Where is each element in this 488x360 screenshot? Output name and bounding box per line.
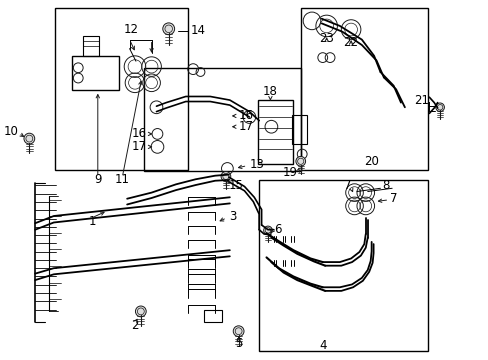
Text: 17: 17 [238, 120, 253, 133]
Circle shape [163, 23, 174, 35]
Bar [292, 115, 306, 144]
Circle shape [295, 157, 305, 166]
Text: 13: 13 [249, 158, 264, 171]
Circle shape [233, 326, 244, 337]
Text: 2: 2 [130, 319, 138, 332]
Text: 6: 6 [273, 223, 281, 236]
Bar [144, 68, 300, 171]
Text: 22: 22 [343, 36, 358, 49]
Text: 21: 21 [413, 94, 428, 107]
Circle shape [435, 103, 444, 112]
Bar [259, 180, 427, 351]
Text: 16: 16 [238, 109, 253, 122]
Bar [72, 56, 119, 90]
Text: 9: 9 [94, 174, 102, 186]
Text: 3: 3 [228, 210, 236, 223]
Text: 16: 16 [131, 127, 146, 140]
Circle shape [135, 306, 146, 317]
Text: 11: 11 [115, 174, 129, 186]
Text: 8: 8 [382, 179, 389, 192]
Circle shape [263, 226, 272, 235]
Text: 20: 20 [364, 155, 378, 168]
Text: 18: 18 [263, 85, 277, 98]
Circle shape [24, 133, 35, 144]
Text: 12: 12 [123, 23, 138, 36]
Text: 4: 4 [318, 339, 326, 352]
Circle shape [221, 172, 230, 181]
Bar [83, 36, 99, 56]
Text: 7: 7 [389, 192, 397, 205]
Text: 10: 10 [4, 125, 19, 138]
Text: 15: 15 [228, 179, 243, 192]
Text: 7: 7 [343, 179, 350, 192]
Bar [204, 310, 222, 322]
Bar [258, 100, 293, 164]
Text: 1: 1 [88, 215, 96, 228]
Bar [55, 8, 188, 170]
Bar [300, 8, 427, 170]
Text: 14: 14 [190, 24, 205, 37]
Text: 17: 17 [131, 140, 146, 153]
Text: 23: 23 [319, 32, 333, 45]
Text: 5: 5 [234, 337, 242, 350]
Text: 19: 19 [282, 166, 297, 179]
